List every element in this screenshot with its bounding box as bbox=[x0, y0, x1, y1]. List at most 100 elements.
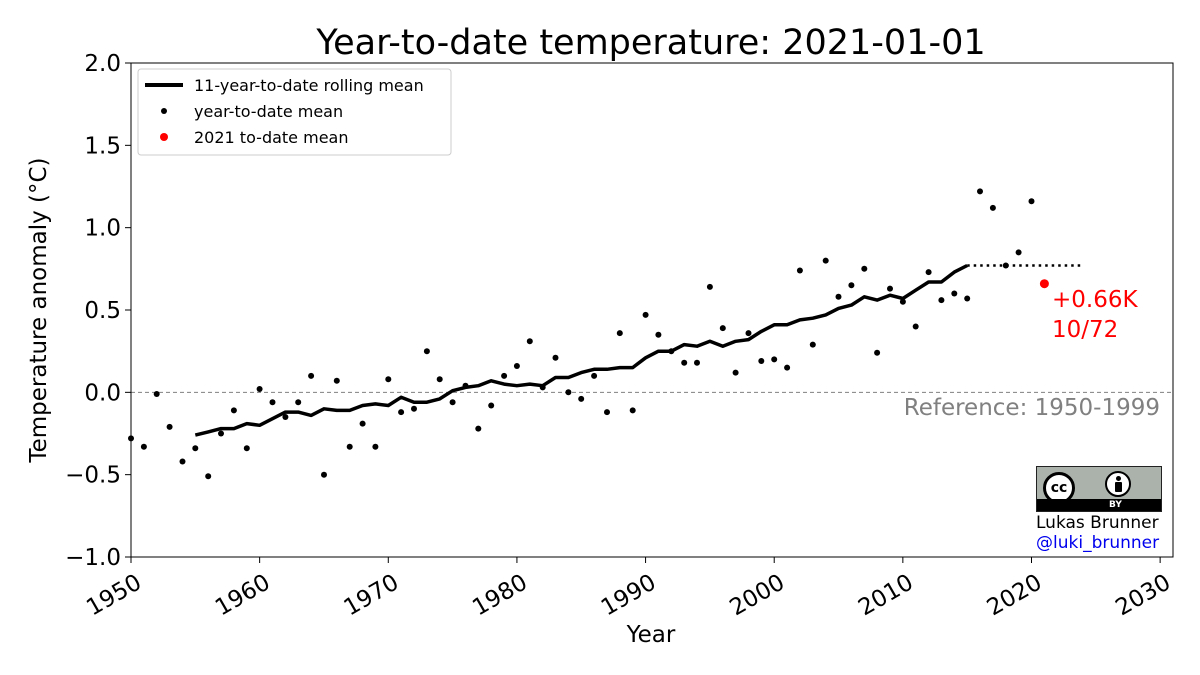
y-tick-label: −1.0 bbox=[65, 545, 121, 571]
ytd-mean-point bbox=[899, 298, 906, 305]
ytd-mean-point bbox=[771, 356, 778, 363]
ytd-mean-point bbox=[526, 338, 533, 345]
ytd-mean-point bbox=[835, 293, 842, 300]
author-name: Lukas Brunner bbox=[1036, 513, 1159, 533]
ytd-mean-point bbox=[951, 290, 958, 297]
ytd-mean-point bbox=[681, 359, 688, 366]
ytd-mean-point bbox=[153, 391, 160, 397]
x-tick-label: 1950 bbox=[82, 570, 146, 622]
ytd-mean-point bbox=[732, 369, 739, 376]
ytd-mean-point bbox=[706, 283, 713, 290]
ytd-mean-point bbox=[475, 425, 482, 432]
x-tick-label: 1960 bbox=[211, 570, 275, 622]
ytd-mean-point bbox=[822, 257, 829, 264]
ytd-mean-point bbox=[488, 402, 495, 409]
x-tick-label: 1990 bbox=[597, 570, 661, 622]
ytd-mean-point bbox=[372, 443, 379, 450]
ytd-mean-point bbox=[501, 372, 508, 379]
ytd-mean-point bbox=[578, 395, 585, 402]
ytd-mean-point bbox=[269, 399, 276, 406]
ytd-mean-point bbox=[848, 282, 855, 289]
legend-box bbox=[137, 68, 452, 156]
attribution: cc BY Lukas Brunner @luki_brunner bbox=[1036, 466, 1164, 553]
ytd-mean-point bbox=[140, 443, 147, 450]
ytd-mean-point bbox=[1002, 262, 1009, 269]
y-tick-label: 0.0 bbox=[84, 380, 121, 406]
ytd-mean-point bbox=[230, 407, 237, 414]
ytd-mean-point bbox=[192, 445, 199, 452]
ytd-mean-point bbox=[179, 458, 186, 465]
ytd-mean-point bbox=[629, 407, 636, 414]
ytd-mean-point bbox=[964, 295, 971, 302]
legend-entry-ytd: year-to-date mean bbox=[194, 102, 343, 121]
ytd-mean-point bbox=[642, 311, 649, 318]
ytd-mean-point bbox=[694, 359, 700, 366]
ytd-mean-point bbox=[359, 420, 366, 427]
y-tick-label: 0.5 bbox=[84, 298, 121, 324]
y-tick-label: 1.5 bbox=[84, 133, 121, 159]
ytd-mean-point bbox=[282, 414, 289, 420]
author-handle[interactable]: @luki_brunner bbox=[1036, 533, 1160, 553]
ytd-mean-point bbox=[166, 423, 173, 430]
license-label: BY bbox=[1109, 500, 1122, 510]
ytd-mean-point bbox=[604, 409, 610, 416]
ytd-mean-point bbox=[321, 471, 327, 478]
ytd-mean-point bbox=[243, 445, 250, 452]
ytd-mean-point bbox=[552, 354, 559, 361]
ytd-mean-point bbox=[796, 267, 803, 274]
ytd-mean-point bbox=[745, 330, 752, 337]
ytd-mean-point bbox=[513, 363, 520, 369]
ytd-mean-point bbox=[423, 348, 430, 355]
y-axis-label: Temperature anomaly (°C) bbox=[26, 157, 52, 463]
cc-by-badge: cc BY bbox=[1036, 466, 1162, 512]
ytd-mean-point bbox=[436, 376, 443, 383]
ytd-mean-point bbox=[758, 358, 765, 364]
ytd-mean-point bbox=[809, 341, 816, 348]
ytd-mean-point bbox=[977, 188, 983, 195]
ytd-mean-point bbox=[462, 382, 469, 389]
ytd-mean-point bbox=[616, 330, 623, 337]
x-tick-label: 1970 bbox=[340, 570, 404, 622]
ytd-mean-point bbox=[411, 405, 417, 412]
ytd-mean-point bbox=[591, 372, 598, 379]
y-tick-label: −0.5 bbox=[65, 463, 121, 489]
x-tick-label: 1980 bbox=[468, 570, 532, 622]
ytd-mean-point bbox=[565, 389, 572, 396]
annotation-anomaly: +0.66K bbox=[1052, 287, 1138, 313]
current-year-point bbox=[1039, 279, 1049, 289]
legend-dot-marker bbox=[161, 108, 167, 114]
legend-entry-current: 2021 to-date mean bbox=[194, 128, 348, 147]
ytd-mean-point bbox=[1028, 198, 1035, 205]
ytd-mean-point bbox=[333, 377, 340, 384]
annotation-rank: 10/72 bbox=[1052, 317, 1118, 343]
ytd-mean-point bbox=[205, 473, 212, 480]
x-axis-label: Year bbox=[626, 622, 676, 648]
rolling-mean-line bbox=[194, 263, 968, 437]
ytd-mean-point bbox=[308, 372, 315, 379]
reference-label: Reference: 1950-1999 bbox=[904, 395, 1160, 421]
x-tick-label: 2010 bbox=[854, 570, 918, 622]
y-tick-label: 1.0 bbox=[84, 216, 121, 242]
ytd-mean-point bbox=[668, 348, 675, 355]
ytd-mean-point bbox=[539, 384, 546, 391]
ytd-mean-point bbox=[784, 364, 791, 371]
ytd-mean-point bbox=[385, 376, 392, 383]
ytd-mean-point bbox=[925, 269, 932, 276]
chart-title: Year-to-date temperature: 2021-01-01 bbox=[315, 23, 985, 63]
ytd-mean-point bbox=[938, 297, 945, 304]
ytd-mean-point bbox=[449, 399, 456, 406]
ytd-mean-point bbox=[989, 204, 996, 211]
ytd-mean-point bbox=[874, 349, 881, 356]
ytd-mean-point bbox=[256, 386, 263, 392]
ytd-mean-point bbox=[295, 399, 302, 406]
person-icon bbox=[1105, 471, 1131, 497]
ytd-mean-point bbox=[912, 323, 919, 330]
ytd-mean-point bbox=[719, 325, 726, 332]
x-tick-label: 2030 bbox=[1111, 570, 1175, 622]
ytd-mean-point bbox=[398, 409, 405, 416]
x-tick-label: 2020 bbox=[983, 570, 1047, 622]
legend-red-marker bbox=[160, 133, 168, 141]
legend: 11-year-to-date rolling mean year-to-dat… bbox=[137, 68, 452, 156]
ytd-mean-point bbox=[655, 331, 662, 338]
